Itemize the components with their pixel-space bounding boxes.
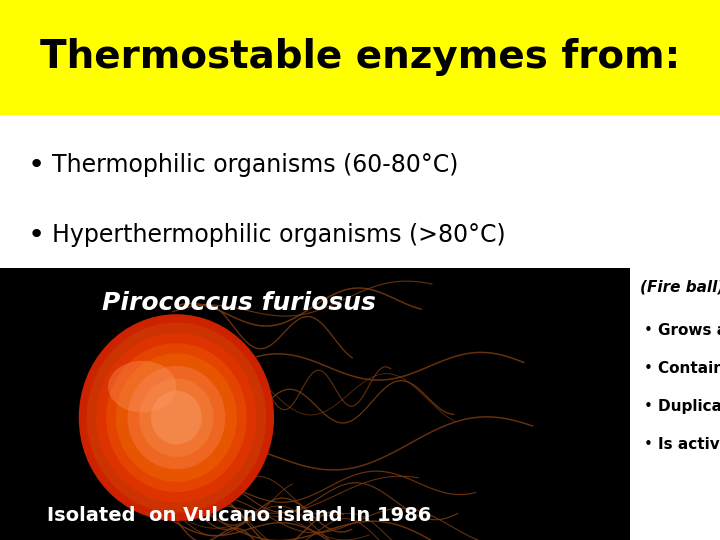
Text: •: •	[28, 221, 45, 249]
Text: •: •	[644, 437, 653, 453]
Text: Grows at T > 100°C: Grows at T > 100°C	[658, 323, 720, 338]
Text: Thermostable enzymes from:: Thermostable enzymes from:	[40, 38, 680, 77]
Text: Isolated  on Vulcano island In 1986: Isolated on Vulcano island In 1986	[48, 506, 431, 525]
Ellipse shape	[116, 354, 237, 482]
Text: Contains tungsten: Contains tungsten	[658, 361, 720, 376]
Text: Hyperthermophilic organisms (>80°C): Hyperthermophilic organisms (>80°C)	[52, 223, 505, 247]
Bar	[0, 0, 720, 115]
Text: Pirococcus furiosus: Pirococcus furiosus	[102, 292, 377, 315]
Bar	[0, 268, 630, 540]
Text: •: •	[644, 399, 653, 414]
Text: Thermophilic organisms (60-80°C): Thermophilic organisms (60-80°C)	[52, 153, 459, 177]
Ellipse shape	[86, 322, 266, 512]
Text: Duplicates very fast (35 min): Duplicates very fast (35 min)	[658, 399, 720, 414]
Ellipse shape	[96, 333, 256, 502]
Text: •: •	[644, 361, 653, 376]
Text: •: •	[28, 151, 45, 179]
Ellipse shape	[108, 361, 176, 413]
Ellipse shape	[127, 366, 225, 469]
Ellipse shape	[139, 379, 214, 457]
Text: •: •	[644, 323, 653, 338]
Text: (Fire ball): (Fire ball)	[640, 280, 720, 294]
Text: Is active at pH 5 - 9: Is active at pH 5 - 9	[658, 437, 720, 453]
Ellipse shape	[151, 391, 202, 444]
Ellipse shape	[78, 314, 274, 521]
Ellipse shape	[106, 343, 247, 492]
